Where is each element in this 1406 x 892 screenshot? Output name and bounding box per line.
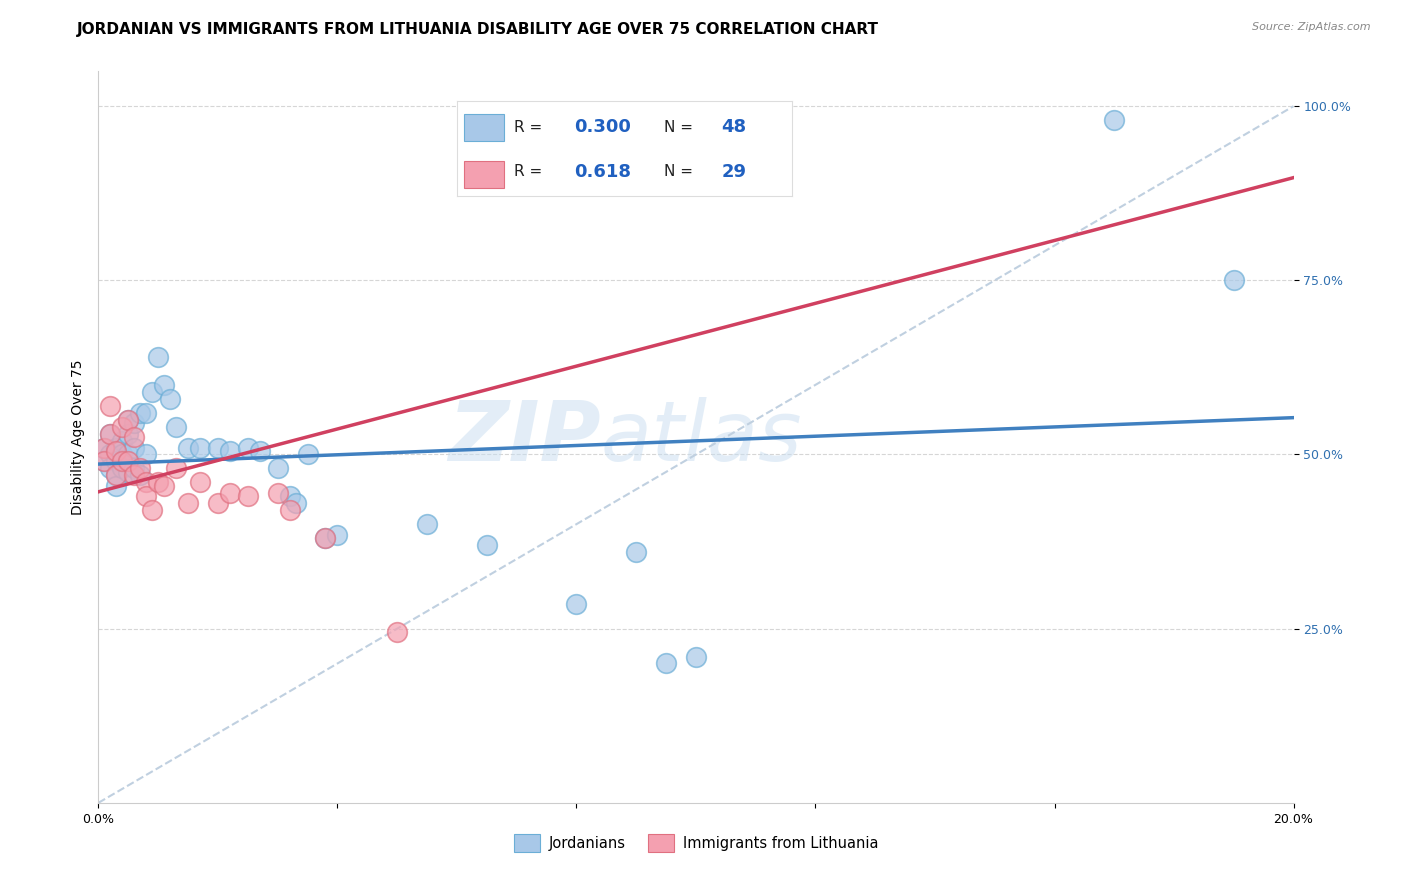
Point (93, 441, 115, 455)
Y-axis label: Disability Age Over 75: Disability Age Over 75 (70, 359, 84, 515)
Point (249, 444, 271, 458)
Point (98, 426, 122, 441)
Point (315, 531, 337, 545)
Point (111, 461, 134, 475)
Point (188, 441, 211, 455)
Point (177, 496, 200, 510)
Point (278, 503, 301, 517)
Point (188, 475, 211, 490)
Point (129, 406, 152, 420)
Point (105, 468, 128, 483)
Point (236, 489, 259, 503)
Point (565, 597, 588, 611)
Point (117, 448, 139, 462)
Point (655, 657, 678, 671)
Point (117, 412, 139, 426)
Point (141, 384, 163, 399)
Point (124, 416, 146, 430)
Point (93, 454, 115, 468)
Point (105, 454, 128, 468)
Point (105, 444, 128, 458)
Point (326, 527, 349, 541)
Point (165, 419, 187, 434)
Point (98, 399, 122, 413)
Point (626, 545, 648, 559)
Point (124, 461, 146, 475)
Point (219, 485, 242, 500)
Point (124, 430, 146, 444)
Point (207, 441, 229, 455)
Point (236, 441, 259, 455)
Point (129, 468, 152, 483)
Text: ZIP: ZIP (447, 397, 600, 477)
Point (385, 625, 409, 640)
Point (278, 489, 301, 503)
Point (267, 485, 290, 500)
Point (117, 454, 139, 468)
Point (111, 434, 134, 448)
Point (93, 454, 115, 468)
Point (117, 426, 139, 441)
Point (207, 496, 229, 510)
Point (105, 468, 128, 483)
Point (148, 350, 170, 364)
Point (315, 531, 337, 545)
Point (219, 444, 242, 458)
Point (135, 475, 157, 490)
Point (117, 412, 139, 426)
Point (267, 461, 290, 475)
Point (124, 441, 146, 455)
Point (159, 392, 181, 406)
Text: JORDANIAN VS IMMIGRANTS FROM LITHUANIA DISABILITY AGE OVER 75 CORRELATION CHART: JORDANIAN VS IMMIGRANTS FROM LITHUANIA D… (77, 22, 879, 37)
Point (117, 465, 139, 479)
Point (93, 441, 115, 455)
Point (685, 649, 707, 664)
Point (135, 406, 157, 420)
Point (111, 454, 134, 468)
Point (141, 503, 163, 517)
Point (153, 377, 176, 392)
Text: Source: ZipAtlas.com: Source: ZipAtlas.com (1253, 22, 1371, 32)
Point (111, 419, 134, 434)
Point (98, 426, 122, 441)
Point (135, 448, 157, 462)
Point (1104, 113, 1126, 128)
Point (1223, 273, 1246, 287)
Point (129, 461, 152, 475)
Point (475, 538, 498, 552)
Point (98, 461, 122, 475)
Point (98, 448, 122, 462)
Point (177, 441, 200, 455)
Point (148, 475, 170, 490)
Point (124, 468, 146, 483)
Point (745, 120, 768, 134)
Point (284, 496, 307, 510)
Point (135, 489, 157, 503)
Legend: Jordanians, Immigrants from Lithuania: Jordanians, Immigrants from Lithuania (508, 829, 884, 858)
Text: atlas: atlas (600, 397, 801, 477)
Point (105, 479, 128, 493)
Point (153, 479, 176, 493)
Point (165, 461, 187, 475)
Point (416, 517, 439, 532)
Point (297, 448, 319, 462)
Point (111, 448, 134, 462)
Point (105, 441, 128, 455)
